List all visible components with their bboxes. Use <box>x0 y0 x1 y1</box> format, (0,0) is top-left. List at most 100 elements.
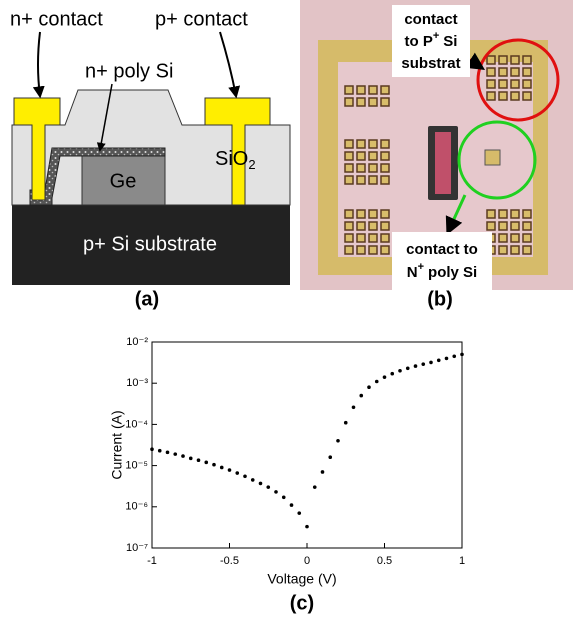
point <box>181 454 185 458</box>
pad <box>523 222 531 230</box>
point <box>235 471 239 475</box>
point <box>429 361 433 365</box>
callout-sup: + <box>433 30 439 42</box>
x-axis-label: Voltage (V) <box>267 571 336 587</box>
callout: Si <box>443 33 457 50</box>
pad <box>487 92 495 100</box>
pad <box>345 246 353 254</box>
point <box>259 482 263 486</box>
point <box>197 458 201 462</box>
callout-sup: + <box>418 261 424 273</box>
y-tick-label: 10⁻² <box>126 336 148 348</box>
pad <box>511 210 519 218</box>
contact-pad <box>485 150 500 165</box>
pad <box>357 210 365 218</box>
pad <box>487 68 495 76</box>
point <box>437 358 441 362</box>
point <box>212 463 216 467</box>
pad <box>357 86 365 94</box>
pad <box>381 176 389 184</box>
pad <box>487 80 495 88</box>
point <box>150 447 154 451</box>
pad <box>499 234 507 242</box>
pad <box>345 164 353 172</box>
pad <box>345 98 353 106</box>
label: p+ contact <box>155 8 248 30</box>
pad <box>523 56 531 64</box>
pad <box>345 176 353 184</box>
label: Ge <box>110 170 137 192</box>
device-core <box>435 132 451 194</box>
pad <box>345 210 353 218</box>
x-tick-label: -1 <box>147 555 157 567</box>
pad <box>357 140 365 148</box>
pad <box>499 92 507 100</box>
pad <box>381 210 389 218</box>
plot-frame <box>152 342 462 548</box>
pad <box>511 246 519 254</box>
pad <box>499 80 507 88</box>
point <box>204 461 208 465</box>
pad <box>345 234 353 242</box>
point <box>406 366 410 370</box>
pad <box>345 140 353 148</box>
panel-label: (a) <box>135 288 159 310</box>
point <box>313 485 317 489</box>
point <box>158 449 162 453</box>
callout: to P <box>405 33 433 50</box>
pad <box>499 68 507 76</box>
pad <box>357 164 365 172</box>
pad <box>499 246 507 254</box>
pad <box>499 210 507 218</box>
pad <box>381 140 389 148</box>
point <box>173 452 177 456</box>
pad <box>345 152 353 160</box>
pad <box>487 56 495 64</box>
callout: poly Si <box>428 264 477 281</box>
point <box>452 354 456 358</box>
pad <box>511 68 519 76</box>
arrow <box>220 32 236 96</box>
pad <box>369 140 377 148</box>
point <box>321 470 325 474</box>
y-tick-label: 10⁻⁴ <box>125 418 148 430</box>
pad <box>369 176 377 184</box>
point <box>274 490 278 494</box>
label: SiO <box>215 148 248 170</box>
point <box>375 380 379 384</box>
point <box>228 468 232 472</box>
point <box>390 372 394 376</box>
page: n+ contact p+ contact n+ poly Si Ge SiO2… <box>0 0 573 624</box>
point <box>328 455 332 459</box>
pad <box>511 80 519 88</box>
pad <box>523 80 531 88</box>
point <box>359 394 363 398</box>
pad <box>369 86 377 94</box>
pad <box>499 222 507 230</box>
point <box>166 451 170 455</box>
label-sub: 2 <box>248 157 255 172</box>
pad <box>345 222 353 230</box>
y-tick-label: 10⁻³ <box>126 377 148 389</box>
panel-a: n+ contact p+ contact n+ poly Si Ge SiO2… <box>10 8 290 310</box>
pad <box>487 222 495 230</box>
point <box>297 511 301 515</box>
callout: N <box>407 264 418 281</box>
pad <box>369 222 377 230</box>
pad <box>369 152 377 160</box>
x-tick-label: -0.5 <box>220 555 239 567</box>
pad <box>381 222 389 230</box>
y-tick-label: 10⁻⁷ <box>126 542 148 554</box>
pad <box>381 86 389 94</box>
callout: substrat <box>401 55 460 72</box>
pad <box>523 234 531 242</box>
y-tick-label: 10⁻⁵ <box>125 460 148 472</box>
callout: contact <box>404 11 457 28</box>
pad <box>381 152 389 160</box>
callout: to P+ Si <box>405 30 458 50</box>
x-tick-label: 0.5 <box>377 555 392 567</box>
point <box>290 503 294 507</box>
figure: n+ contact p+ contact n+ poly Si Ge SiO2… <box>0 0 573 624</box>
point <box>251 478 255 482</box>
